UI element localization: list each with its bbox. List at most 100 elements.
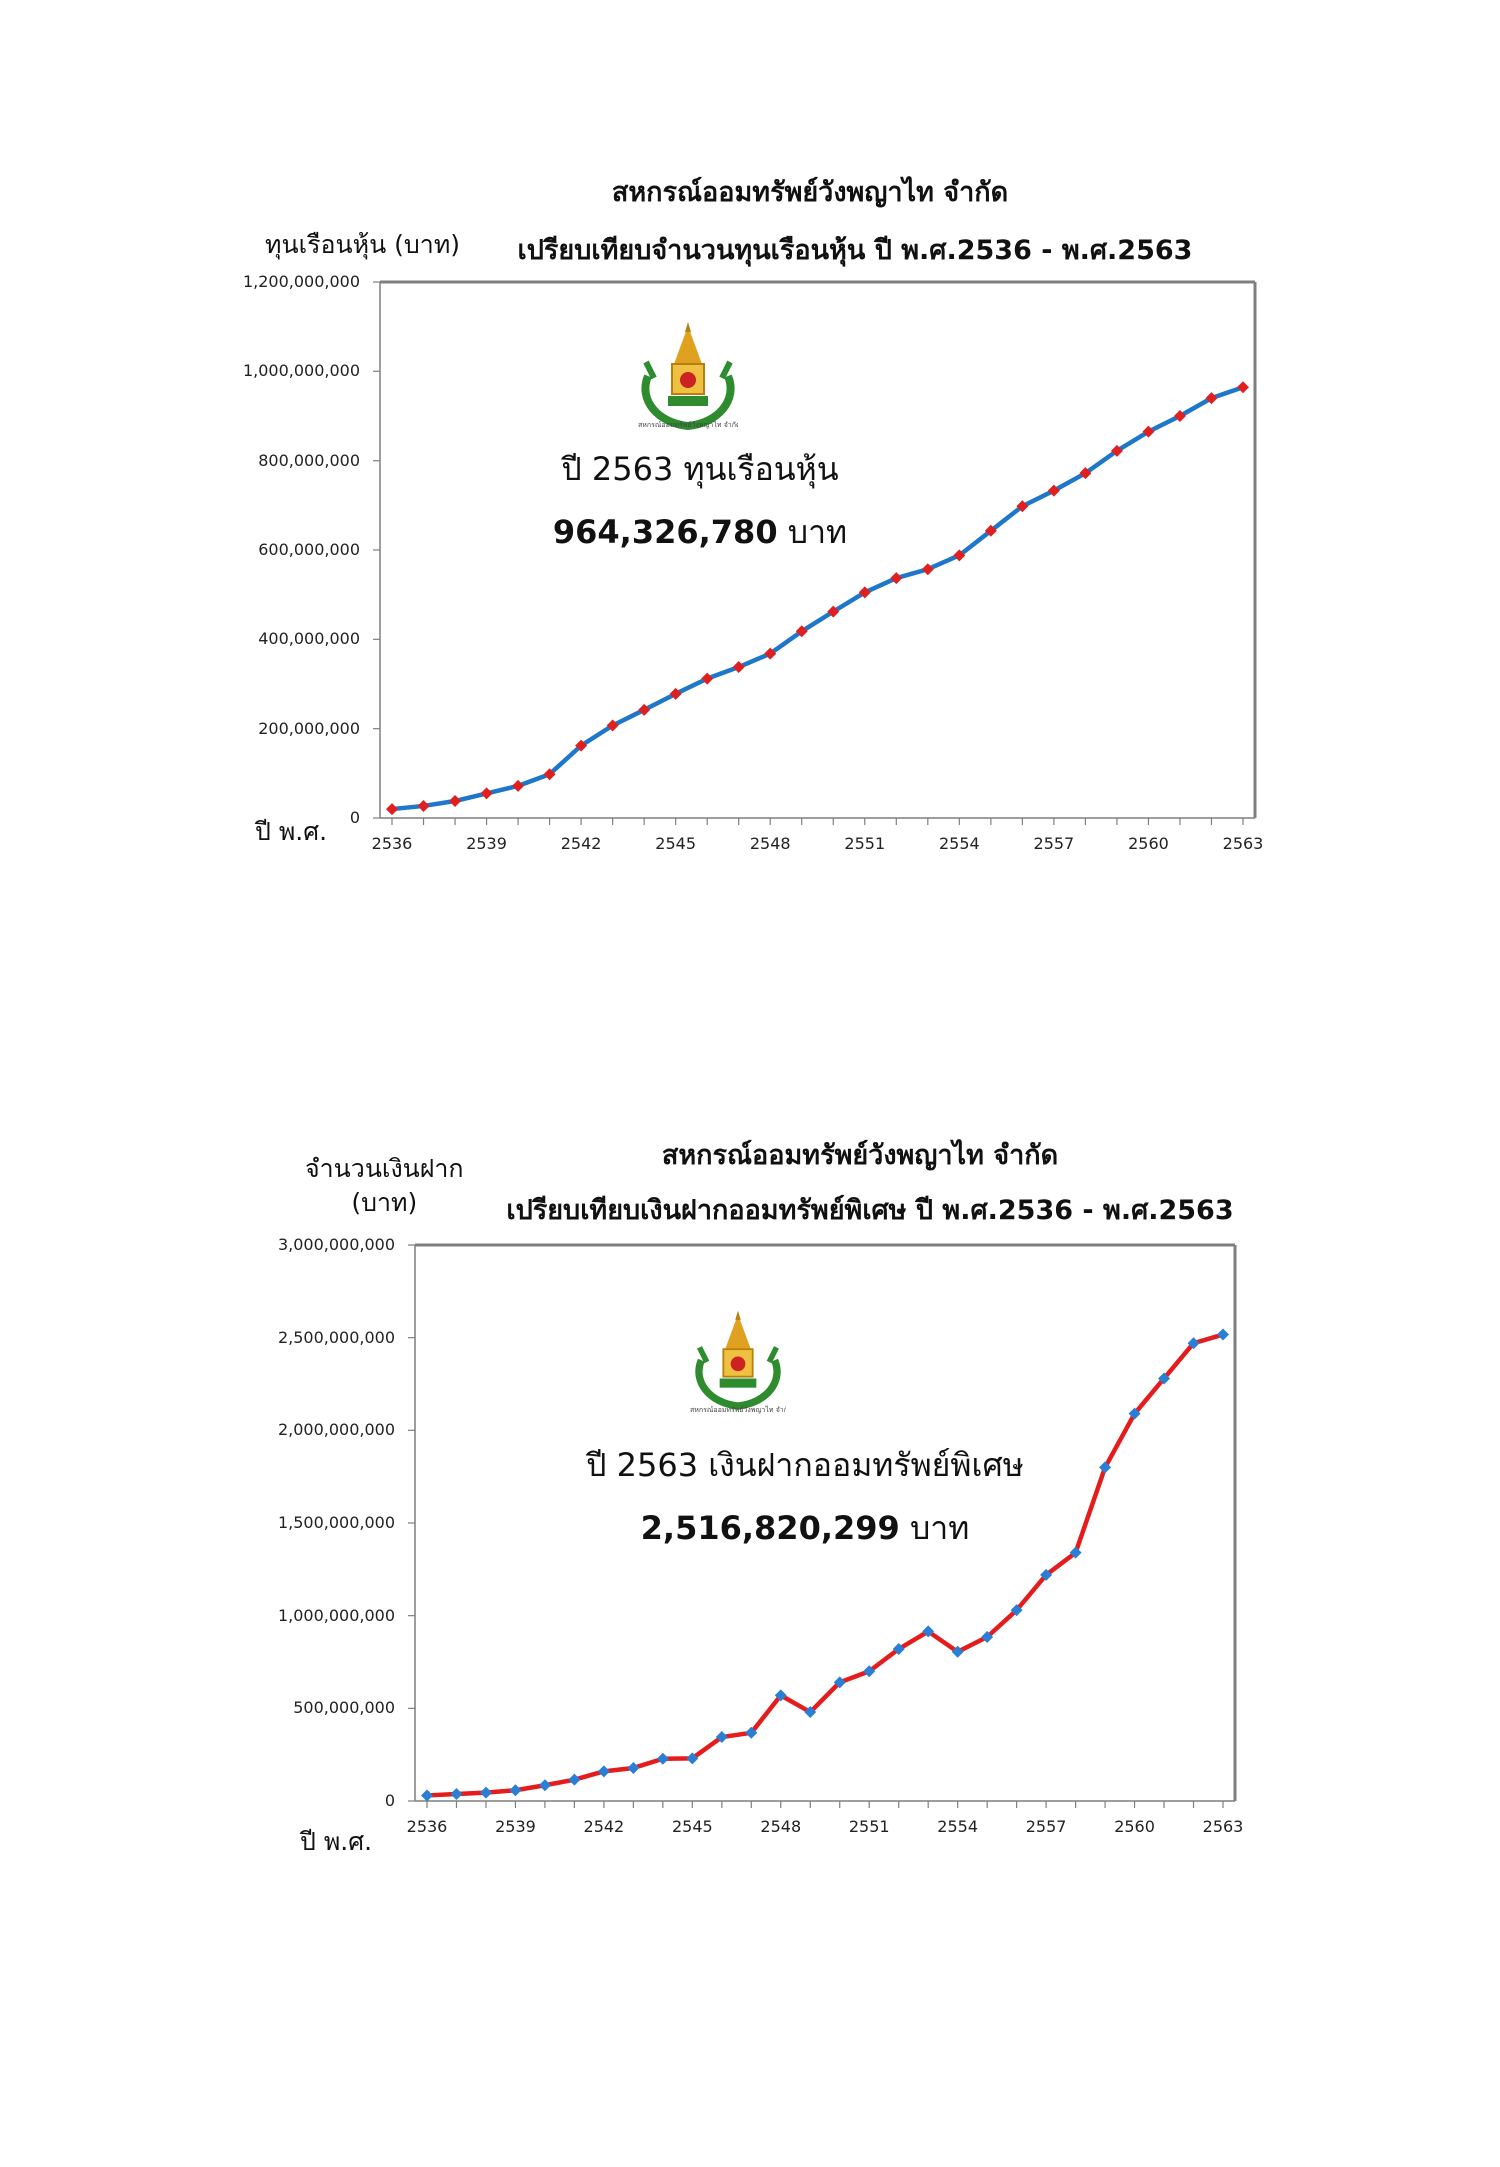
plot-area: สหกรณ์ออมทรัพย์วังพญาไท จำกัด ปี 2563 เง… <box>408 1243 1237 1808</box>
x-tick-label: 2557 <box>1033 834 1075 853</box>
x-tick-label: 2548 <box>760 1817 802 1836</box>
data-point-marker <box>1010 1604 1023 1617</box>
data-point-marker <box>764 647 777 660</box>
data-point-marker <box>575 739 588 752</box>
x-tick-label: 2560 <box>1114 1817 1155 1836</box>
data-point-marker <box>1205 392 1218 405</box>
x-tick-label: 2542 <box>560 834 602 853</box>
y-tick-label: 1,200,000,000 <box>242 272 360 291</box>
x-tick-label: 2557 <box>1025 1817 1067 1836</box>
data-point-marker <box>1142 425 1155 438</box>
chart-title: สหกรณ์ออมทรัพย์วังพญาไท จำกัด <box>611 177 1009 208</box>
y-tick-label: 1,000,000,000 <box>242 361 360 381</box>
data-point-marker <box>1099 1461 1112 1474</box>
x-axis-label: ปี พ.ศ. <box>255 817 328 846</box>
x-tick-label: 2545 <box>671 1817 713 1836</box>
x-tick-label: 2536 <box>371 834 413 853</box>
y-tick-label: 1,500,000,000 <box>277 1513 395 1532</box>
chart-subtitle: เปรียบเทียบจำนวนทุนเรือนหุ้น ปี พ.ศ.2536… <box>517 235 1193 266</box>
data-point-marker <box>450 1787 463 1800</box>
x-tick-label: 2539 <box>495 1817 536 1836</box>
logo-caption: สหกรณ์ออมทรัพย์วังพญาไท จำกัด <box>690 1406 786 1414</box>
data-point-marker <box>480 787 493 800</box>
x-tick-label: 2551 <box>844 834 886 853</box>
data-point-marker <box>1173 410 1186 422</box>
y-tick-label: 2,000,000,000 <box>277 1420 395 1440</box>
y-tick-label: 200,000,000 <box>258 718 360 738</box>
x-tick-label: 2563 <box>1202 1817 1244 1836</box>
data-point-marker <box>449 795 462 808</box>
x-tick-label: 2560 <box>1128 834 1169 853</box>
annotation-box: ปี 2563 ทุนเรือนหุ้น 964,326,780 บาท <box>540 444 860 558</box>
data-point-marker <box>984 524 997 537</box>
annotation-value: 2,516,820,299 <box>640 1509 900 1547</box>
x-tick-label: 2539 <box>466 834 507 853</box>
coop-emblem-icon <box>695 1310 781 1410</box>
line-chart-svg <box>373 280 1257 825</box>
x-tick-label: 2542 <box>583 1817 625 1836</box>
coop-emblem-icon <box>641 322 735 431</box>
data-point-marker <box>774 1689 787 1702</box>
data-point-marker <box>701 672 714 685</box>
share-capital-chart: สหกรณ์ออมทรัพย์วังพญาไท จำกัด เปรียบเทีย… <box>0 150 1500 870</box>
line-chart-svg <box>408 1243 1237 1808</box>
y-tick-label: 1,000,000,000 <box>277 1605 395 1625</box>
data-point-marker <box>1158 1372 1171 1385</box>
annotation-value-line: 964,326,780 บาท <box>540 507 860 558</box>
data-point-marker <box>638 703 651 716</box>
data-point-marker <box>606 719 619 732</box>
plot-area: สหกรณ์ออมทรัพย์วังพญาไท จำกัด ปี 2563 ทุ… <box>373 280 1257 825</box>
data-point-marker <box>1016 500 1029 513</box>
x-tick-label: 2554 <box>938 834 980 853</box>
data-point-marker <box>1047 484 1060 497</box>
data-point-marker <box>1217 1328 1229 1341</box>
data-point-marker <box>421 1789 433 1802</box>
coop-logo <box>628 318 748 438</box>
chart-title: สหกรณ์ออมทรัพย์วังพญาไท จำกัด <box>661 1140 1059 1171</box>
x-axis-label: ปี พ.ศ. <box>300 1827 373 1856</box>
data-point-marker <box>1128 1407 1141 1420</box>
data-point-marker <box>921 563 934 576</box>
x-tick-label: 2563 <box>1222 834 1264 853</box>
x-tick-label: 2545 <box>655 834 697 853</box>
data-point-marker <box>981 1630 994 1643</box>
coop-logo <box>683 1307 793 1417</box>
data-point-marker <box>890 572 903 585</box>
annotation-unit: บาท <box>909 1509 970 1547</box>
y-axis-label-line1: จำนวนเงินฝาก <box>305 1154 464 1183</box>
data-point-marker <box>656 1752 669 1765</box>
data-point-marker <box>804 1706 817 1719</box>
data-point-marker <box>827 605 840 618</box>
annotation-text: ปี 2563 เงินฝากออมทรัพย์พิเศษ <box>586 1446 1024 1484</box>
y-tick-label: 2,500,000,000 <box>277 1327 395 1347</box>
y-tick-label: 0 <box>384 1791 395 1810</box>
data-point-marker <box>795 625 808 638</box>
data-point-marker <box>417 799 430 812</box>
y-axis-label-line2: (บาท) <box>351 1187 418 1217</box>
y-tick-label: 3,000,000,000 <box>277 1235 395 1254</box>
data-point-marker <box>543 768 556 781</box>
data-point-marker <box>509 1784 522 1797</box>
x-tick-label: 2536 <box>406 1817 448 1836</box>
annotation-text: ปี 2563 ทุนเรือนหุ้น <box>561 450 839 488</box>
data-point-marker <box>863 1665 876 1678</box>
data-point-marker <box>386 803 398 816</box>
data-point-marker <box>669 687 682 700</box>
data-point-marker <box>953 549 966 562</box>
annotation-box: ปี 2563 เงินฝากออมทรัพย์พิเศษ 2,516,820,… <box>565 1440 1045 1554</box>
data-point-marker <box>922 1625 935 1638</box>
y-axis-label: ทุนเรือนหุ้น (บาท) <box>265 230 461 259</box>
data-point-marker <box>1079 467 1092 480</box>
chart-subtitle: เปรียบเทียบเงินฝากออมทรัพย์พิเศษ ปี พ.ศ.… <box>506 1195 1234 1226</box>
data-point-marker <box>833 1676 846 1689</box>
y-tick-label: 800,000,000 <box>258 450 360 470</box>
special-savings-chart: สหกรณ์ออมทรัพย์วังพญาไท จำกัด เปรียบเทีย… <box>0 1110 1500 1910</box>
data-point-marker <box>1040 1568 1053 1581</box>
data-point-marker <box>715 1731 728 1744</box>
x-tick-label: 2548 <box>749 834 791 853</box>
data-point-marker <box>686 1752 699 1765</box>
data-point-marker <box>951 1645 964 1658</box>
data-point-marker <box>627 1762 640 1775</box>
y-tick-label: 600,000,000 <box>258 540 360 559</box>
y-tick-label: 500,000,000 <box>293 1698 395 1718</box>
